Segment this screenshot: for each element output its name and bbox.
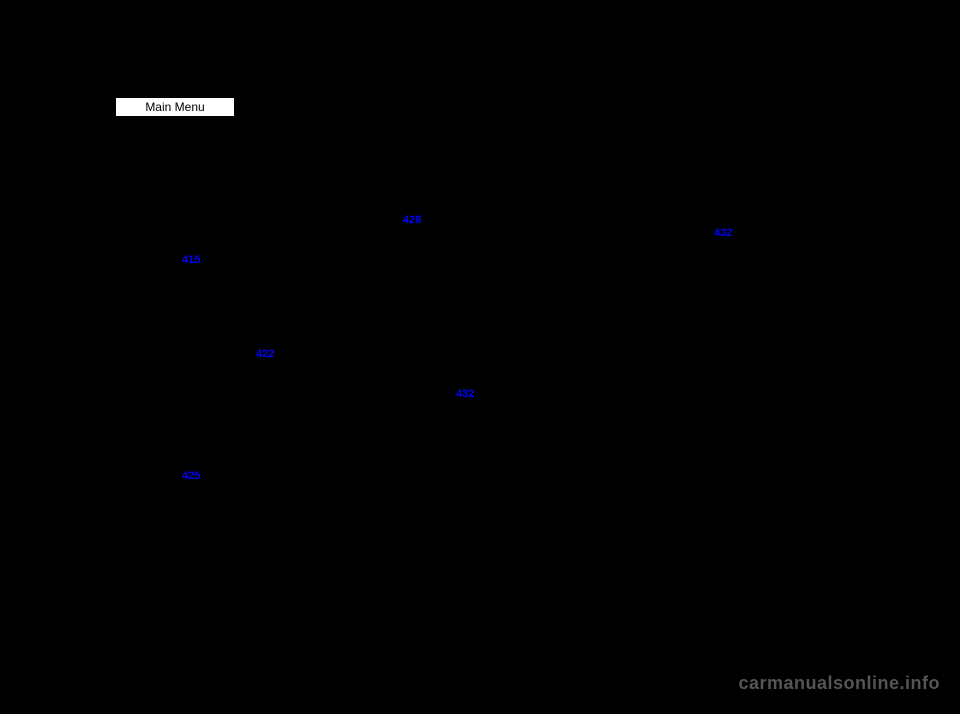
page-link-425[interactable]: 425 xyxy=(182,470,200,482)
main-menu-label: Main Menu xyxy=(145,100,204,114)
watermark-text: carmanualsonline.info xyxy=(738,673,940,694)
page-link-415[interactable]: 415 xyxy=(182,254,200,266)
page-link-432-a[interactable]: 432 xyxy=(456,388,474,400)
page-link-428[interactable]: 428 xyxy=(403,214,421,226)
main-menu-button[interactable]: Main Menu xyxy=(115,97,235,117)
page-link-422[interactable]: 422 xyxy=(256,348,274,360)
page-link-432-b[interactable]: 432 xyxy=(714,227,732,239)
